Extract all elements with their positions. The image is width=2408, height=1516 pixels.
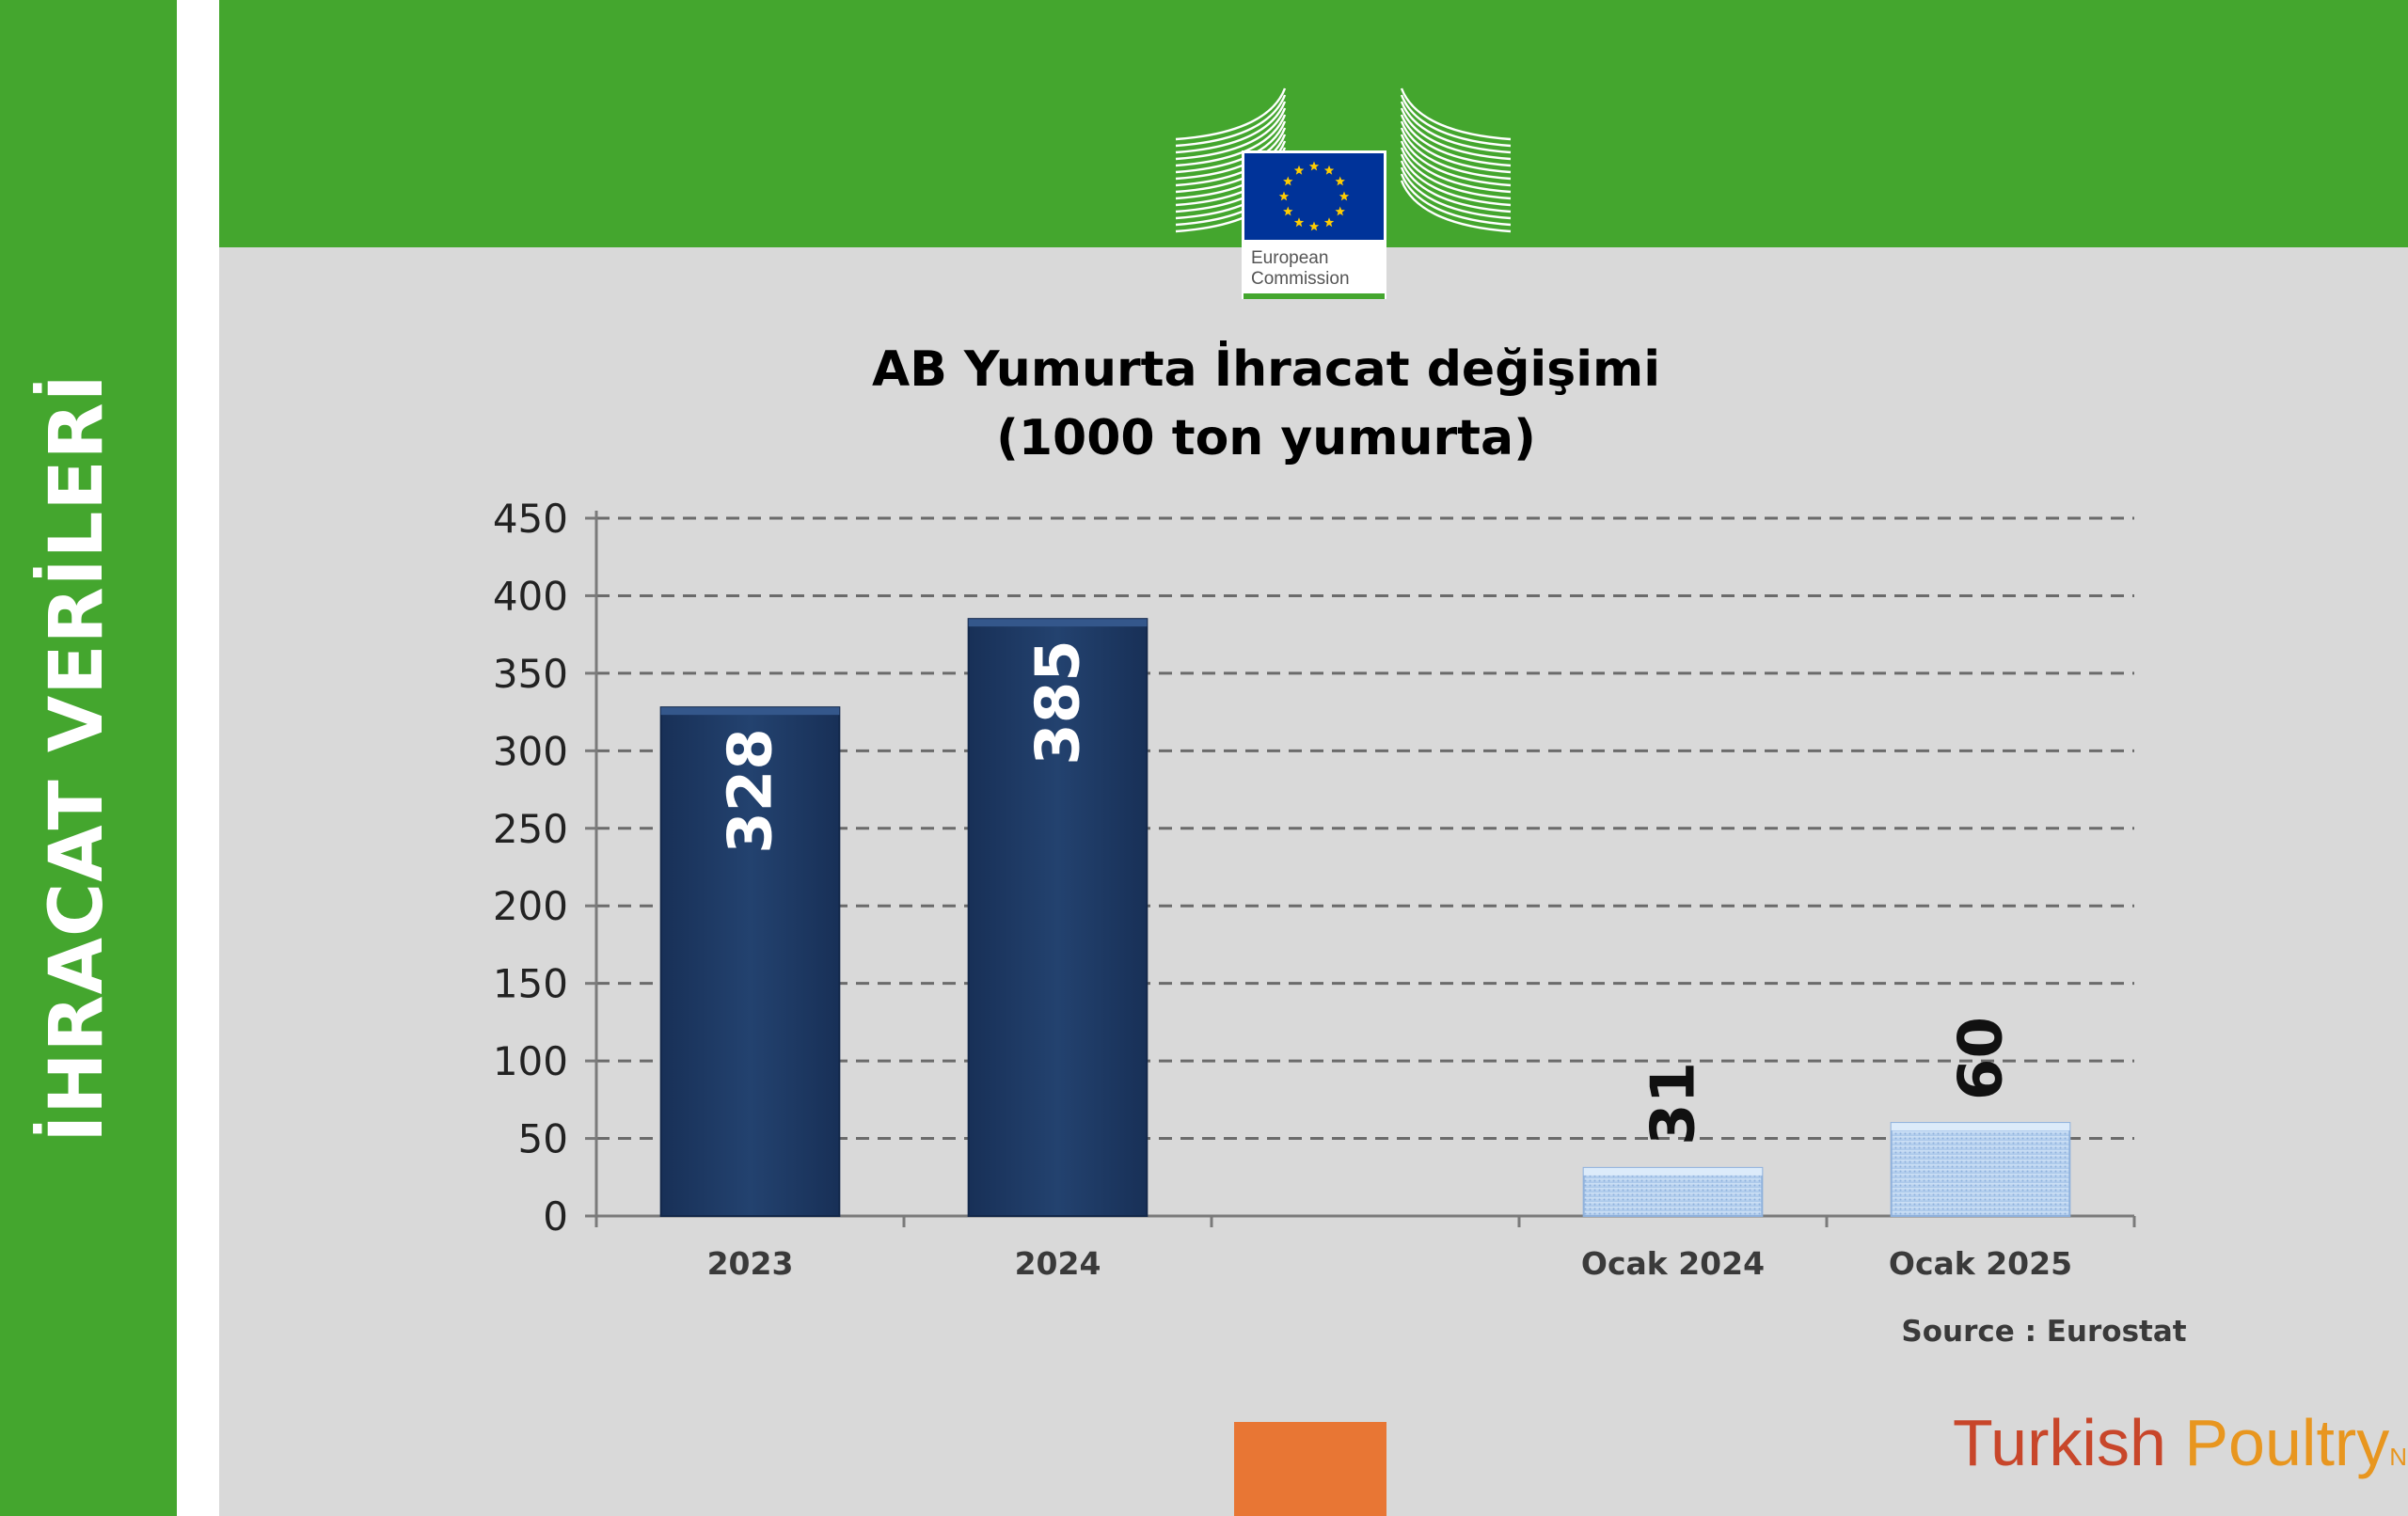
eu-star: [1278, 191, 1290, 201]
data-label: 385: [1024, 640, 1094, 766]
brand-part2: Poultry: [2184, 1406, 2390, 1479]
y-tick-label: 50: [518, 1116, 568, 1162]
sidebar-divider: [177, 0, 219, 1516]
bar-highlight: [1583, 1167, 1763, 1176]
logo-building-right: [1400, 87, 1512, 233]
chart-title-line1: AB Yumurta İhracat değişimi: [872, 340, 1660, 398]
orange-block: [1234, 1422, 1386, 1516]
bar-chart: AB Yumurta İhracat değişimi (1000 ton yu…: [493, 340, 2187, 1349]
bars: [659, 618, 2071, 1218]
axes: [585, 511, 2136, 1227]
y-tick-label: 0: [543, 1193, 568, 1240]
eu-star: [1293, 217, 1305, 228]
y-tick-label: 350: [493, 651, 568, 697]
source-note: Source : Eurostat: [1901, 1315, 2186, 1349]
brand-part3: Net: [2389, 1443, 2408, 1471]
labels: 0 50 100 150 200 250 300 350 400 450 2023 328 2024 38…: [493, 496, 2072, 1282]
eu-star: [1335, 176, 1345, 186]
bar: [659, 706, 841, 1218]
eu-star: [1323, 165, 1335, 175]
bar-highlight: [968, 619, 1148, 627]
turkish-poultry-logo: Turkish PoultryNet: [1953, 1405, 2408, 1480]
eu-star: [1283, 206, 1293, 216]
sidebar-title: İHRACAT VERİLERİ: [35, 373, 119, 1143]
x-tick-label: Ocak 2025: [1889, 1245, 2072, 1282]
chart-title-line2: (1000 ton yumurta): [996, 410, 1536, 466]
gridlines: [596, 516, 2134, 1141]
logo-underline: [1244, 293, 1385, 299]
y-tick-label: 300: [493, 728, 568, 774]
y-tick-label: 150: [493, 961, 568, 1007]
eu-star: [1308, 221, 1320, 231]
eu-star: [1323, 217, 1335, 228]
data-label: 328: [717, 728, 786, 854]
bar: [1582, 1166, 1764, 1218]
x-tick-label: Ocak 2024: [1581, 1245, 1765, 1282]
eu-star: [1308, 161, 1320, 171]
y-tick-label: 400: [493, 573, 568, 619]
sidebar: İHRACAT VERİLERİ: [0, 0, 177, 1516]
european-commission-logo: European Commission: [1175, 87, 1512, 299]
bar: [1890, 1122, 2071, 1217]
data-label: 31: [1640, 1062, 1709, 1145]
y-tick-label: 250: [493, 806, 568, 852]
x-tick-label: 2024: [1015, 1245, 1101, 1282]
bar: [967, 618, 1149, 1217]
x-tick-label: 2023: [707, 1245, 794, 1282]
bar-highlight: [660, 707, 840, 716]
eu-star: [1293, 165, 1305, 175]
eu-star: [1283, 176, 1293, 186]
brand-part1: Turkish: [1953, 1406, 2185, 1479]
y-tick-label: 450: [493, 496, 568, 542]
bar-highlight: [1891, 1123, 2070, 1131]
logo-text-line1: European: [1251, 248, 1328, 268]
eu-star: [1339, 191, 1350, 201]
y-tick-label: 100: [493, 1038, 568, 1084]
eu-stars: [1278, 161, 1350, 231]
eu-star: [1335, 206, 1345, 216]
logo-text-line2: Commission: [1251, 269, 1350, 289]
y-tick-label: 200: [493, 883, 568, 929]
data-label: 60: [1947, 1017, 2017, 1100]
